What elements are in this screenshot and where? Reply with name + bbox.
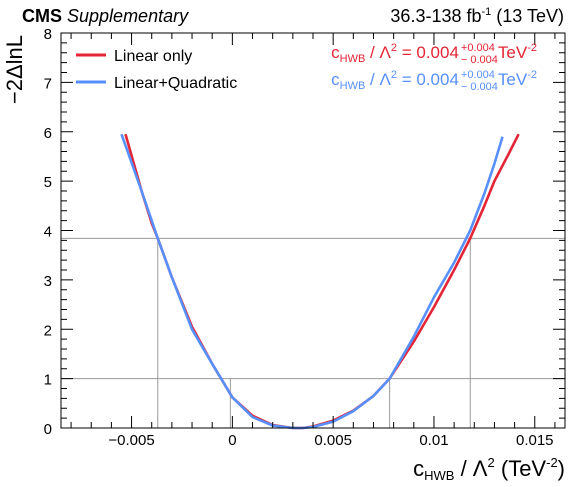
y-tick-label: 6: [44, 125, 52, 142]
fit-uncert-up: +0.004: [461, 69, 495, 81]
fit-div: / Λ: [365, 43, 391, 62]
fit-unit: TeV-2: [498, 42, 537, 62]
y-tick-label: 3: [44, 273, 52, 290]
lumi-exponent: -1: [481, 6, 492, 18]
x-axis-pow: 2: [488, 455, 495, 470]
fit-param: c: [331, 43, 340, 62]
y-tick-label: 8: [44, 26, 52, 43]
fit-uncert-down: − 0.004: [461, 81, 498, 93]
fit-param-sub: HWB: [340, 80, 366, 92]
x-tick-label: 0.01: [419, 432, 448, 449]
fit-value: = 0.004: [397, 70, 459, 89]
fit-pow: 2: [391, 69, 397, 81]
lumi-label: 36.3-138 fb-1 (13 TeV): [390, 6, 564, 27]
fit-param-sub: HWB: [340, 53, 366, 65]
fit-result-formula: cHWB / Λ2 = 0.004: [331, 42, 459, 65]
x-axis-unit: (TeV: [495, 456, 547, 481]
legend-label-2: Linear+Quadratic: [114, 75, 237, 92]
x-axis-unit-exp: -2: [546, 455, 558, 470]
fit-param: c: [331, 70, 340, 89]
cms-label: CMS Supplementary: [22, 6, 188, 27]
fit-result-formula: cHWB / Λ2 = 0.004: [331, 69, 459, 92]
y-tick-label: 0: [44, 421, 52, 438]
series-line-1: [124, 133, 520, 430]
y-tick-label: 2: [44, 322, 52, 339]
fit-result-1: cHWB / Λ2 = 0.004 +0.004− 0.004 TeV-2: [331, 42, 537, 66]
x-tick-label: −0.005: [108, 432, 154, 449]
x-axis-param: c: [413, 456, 424, 481]
fit-unit-exp: -2: [527, 69, 537, 81]
fit-value: = 0.004: [397, 43, 459, 62]
fit-div: / Λ: [365, 70, 391, 89]
legend-label-1: Linear only: [114, 48, 192, 65]
series-line-2: [120, 133, 504, 430]
fit-result-2: cHWB / Λ2 = 0.004 +0.004− 0.004 TeV-2: [331, 69, 537, 93]
lumi-range: 36.3-138 fb: [390, 6, 482, 26]
y-tick-label: 7: [44, 75, 52, 92]
fit-unit-exp: -2: [527, 42, 537, 54]
fit-unit-text: TeV: [498, 70, 528, 89]
experiment-label: CMS: [22, 6, 62, 26]
supplementary-label: Supplementary: [67, 6, 189, 26]
x-axis-div: / Λ: [454, 456, 487, 481]
x-axis-param-sub: HWB: [424, 468, 454, 483]
x-tick-label: 0: [228, 432, 236, 449]
x-axis-title: cHWB / Λ2 (TeV-2): [413, 455, 565, 483]
fit-pow: 2: [391, 42, 397, 54]
y-tick-label: 1: [44, 372, 52, 389]
y-axis-title: −2ΔlnL: [2, 35, 27, 104]
fit-uncert-up: +0.004: [461, 42, 495, 54]
x-tick-label: 0.005: [314, 432, 352, 449]
y-tick-label: 5: [44, 174, 52, 191]
x-axis-unit-close: ): [558, 456, 565, 481]
fit-unit: TeV-2: [498, 69, 537, 89]
fit-unit-text: TeV: [498, 43, 528, 62]
energy-label: (13 TeV): [496, 6, 564, 26]
y-tick-label: 4: [44, 224, 52, 241]
x-tick-label: 0.015: [516, 432, 554, 449]
fit-uncert-down: − 0.004: [461, 54, 498, 66]
